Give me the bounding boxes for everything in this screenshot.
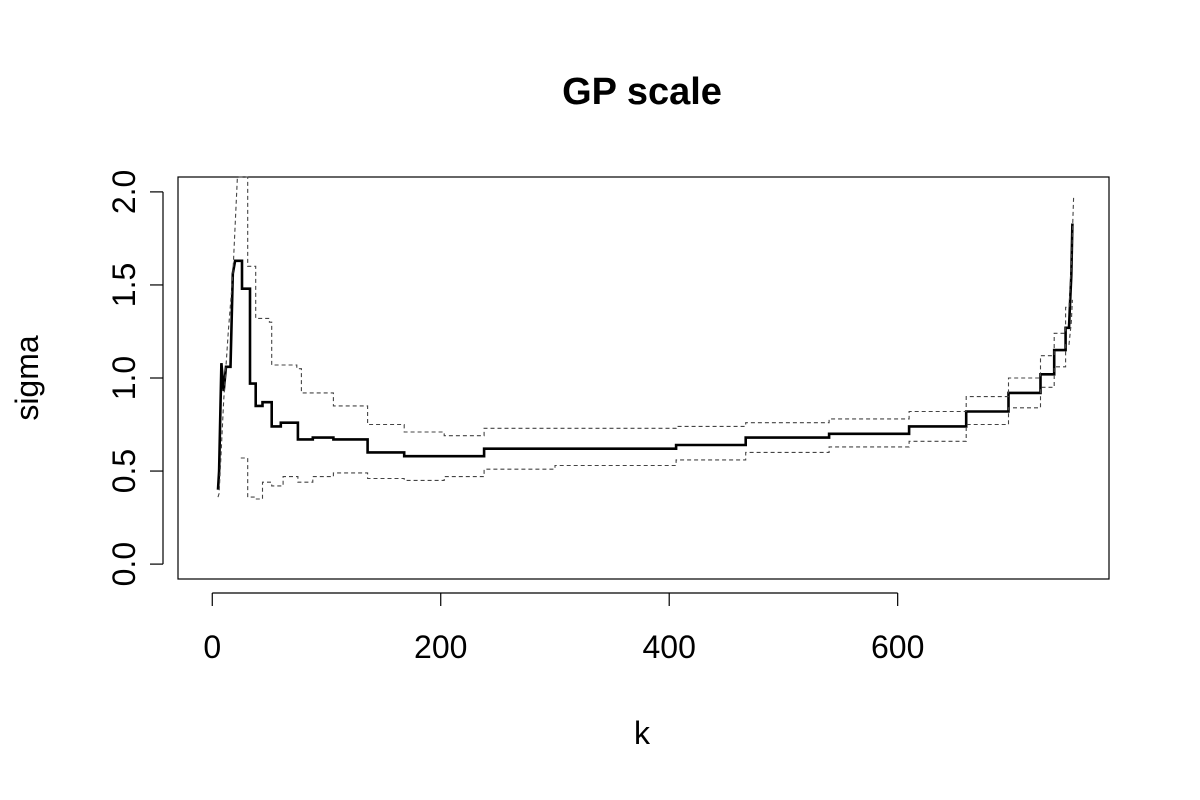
x-tick-label: 400 bbox=[643, 629, 696, 665]
y-axis-label: sigma bbox=[9, 335, 45, 421]
confidence-bound-2 bbox=[240, 299, 1073, 500]
estimate-line bbox=[216, 223, 1074, 490]
x-tick-label: 200 bbox=[414, 629, 467, 665]
confidence-bound-1 bbox=[217, 176, 1075, 498]
y-tick-label: 1.5 bbox=[106, 263, 142, 307]
y-tick-label: 2.0 bbox=[106, 170, 142, 214]
y-tick-label: 1.0 bbox=[106, 356, 142, 400]
x-axis: 0 200 400 600 bbox=[203, 592, 924, 665]
series-layer bbox=[216, 176, 1075, 500]
y-axis: 0.0 0.5 1.0 1.5 2.0 bbox=[106, 170, 164, 586]
x-tick-label: 0 bbox=[203, 629, 221, 665]
plot-box bbox=[177, 176, 1110, 580]
y-tick-label: 0.5 bbox=[106, 449, 142, 493]
x-axis-label: k bbox=[634, 715, 651, 751]
x-tick-label: 600 bbox=[871, 629, 924, 665]
y-tick-label: 0.0 bbox=[106, 542, 142, 586]
chart-title: GP scale bbox=[562, 71, 722, 113]
